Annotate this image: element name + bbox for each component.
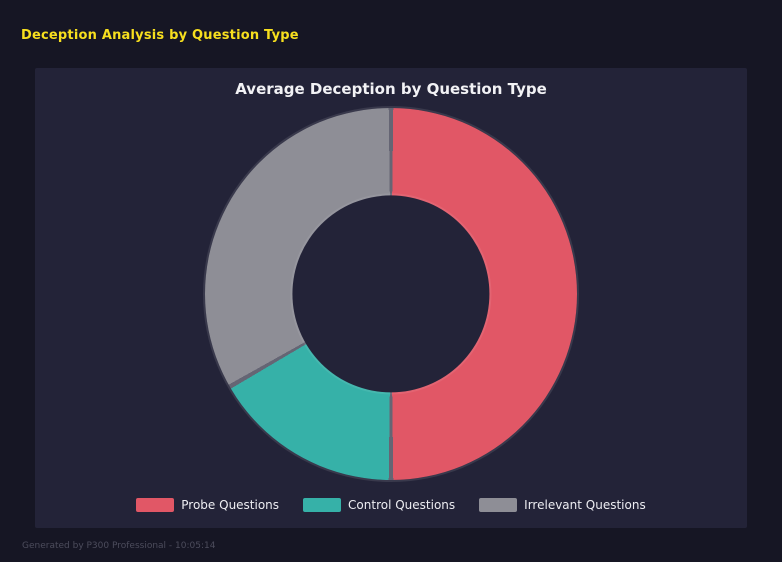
legend-item: Irrelevant Questions	[479, 498, 646, 512]
legend-swatch	[479, 498, 518, 512]
donut-hole	[292, 195, 490, 393]
donut-chart-container	[205, 108, 577, 480]
footer-text: Generated by P300 Professional - 10:05:1…	[22, 541, 216, 551]
legend-swatch	[136, 498, 175, 512]
legend-item: Control Questions	[303, 498, 455, 512]
legend-item: Probe Questions	[136, 498, 279, 512]
chart-title: Average Deception by Question Type	[235, 80, 547, 98]
legend-label: Probe Questions	[181, 498, 280, 512]
legend-swatch	[303, 498, 342, 512]
page-title: Deception Analysis by Question Type	[21, 28, 299, 43]
chart-legend: Probe Questions Control Questions Irreleva…	[35, 498, 747, 512]
legend-label: Irrelevant Questions	[524, 498, 646, 512]
chart-panel: Average Deception by Question Type Probe…	[35, 68, 747, 528]
legend-label: Control Questions	[348, 498, 456, 512]
